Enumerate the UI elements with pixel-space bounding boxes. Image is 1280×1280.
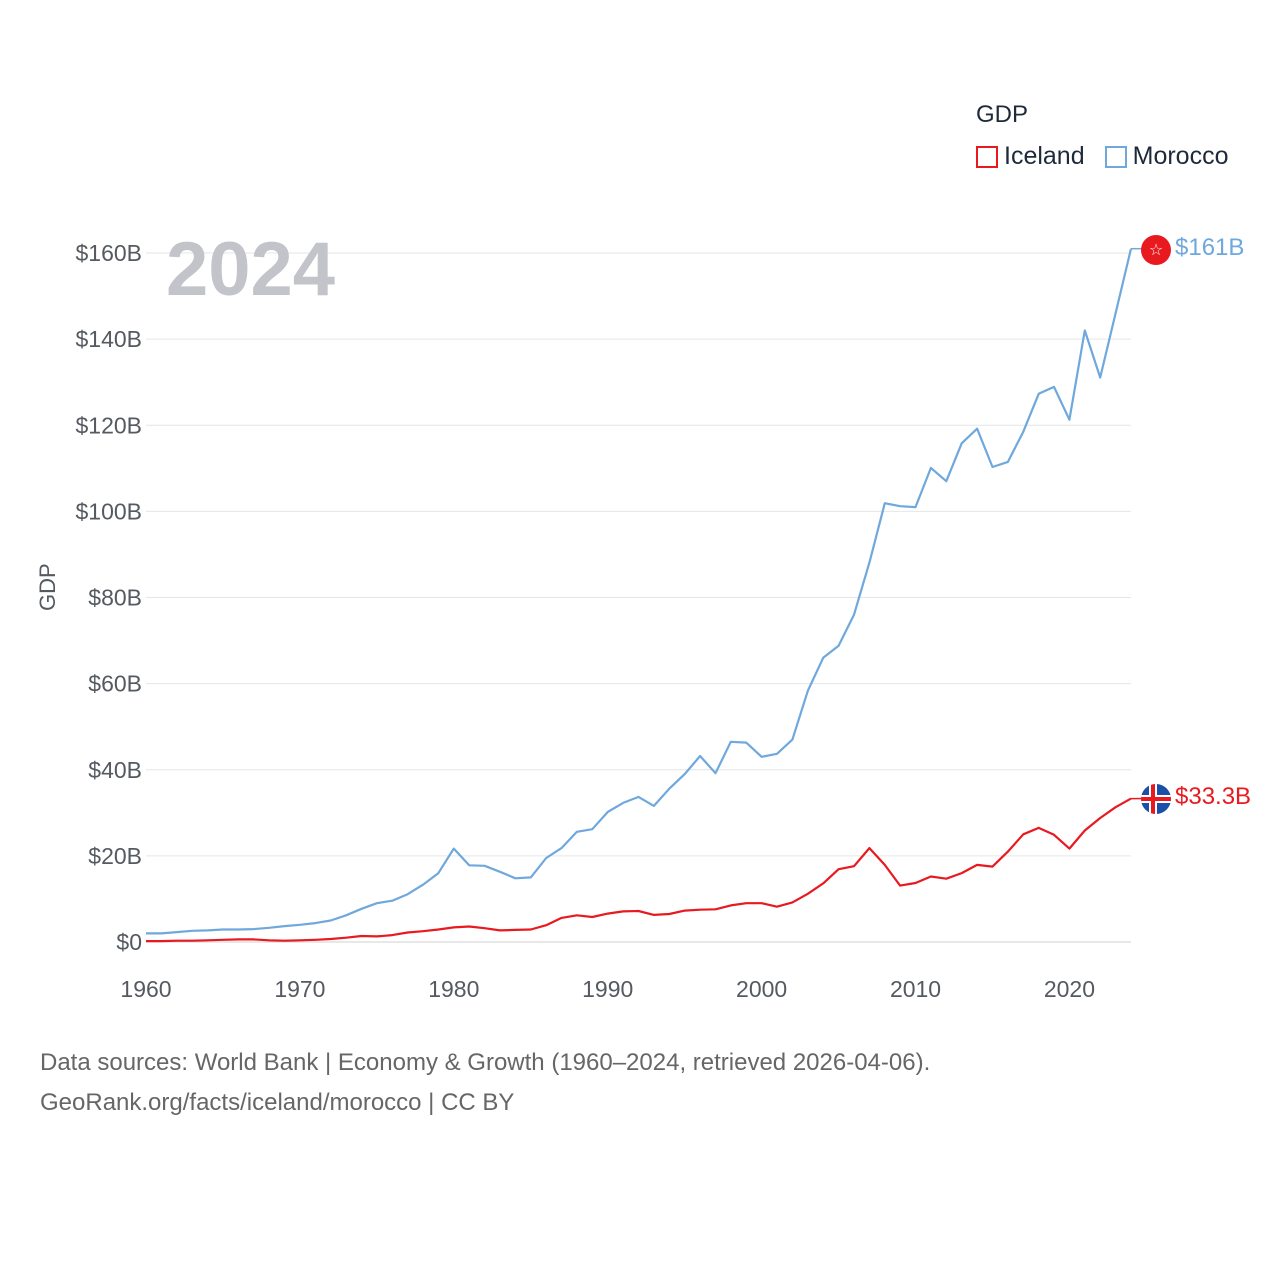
y-tick-label: $140B xyxy=(75,326,142,352)
series-line-morocco xyxy=(146,248,1133,935)
legend: Iceland Morocco xyxy=(976,142,1249,171)
y-tick-label: $80B xyxy=(88,585,142,611)
legend-item-iceland[interactable]: Iceland xyxy=(976,142,1085,171)
x-tick-label: 1980 xyxy=(428,976,479,1002)
series-line-iceland xyxy=(146,797,1132,943)
footer-attribution[interactable]: GeoRank.org/facts/iceland/morocco | CC B… xyxy=(40,1089,515,1116)
footer-sources: Data sources: World Bank | Economy & Gro… xyxy=(40,1049,931,1076)
morocco-flag-icon: ☆ xyxy=(1141,235,1171,265)
y-axis-ticks: $0 $20B $40B $60B $80B $100B $120B $140B $160B xyxy=(75,240,142,955)
y-tick-label: $40B xyxy=(88,757,142,783)
legend-swatch-morocco xyxy=(1104,145,1127,168)
year-overlay: 2024 xyxy=(166,227,336,312)
legend-label-iceland: Iceland xyxy=(1004,142,1085,170)
x-tick-label: 1970 xyxy=(274,976,325,1002)
y-tick-label: $100B xyxy=(75,498,142,524)
legend-label-morocco: Morocco xyxy=(1132,142,1229,170)
x-tick-label: 1960 xyxy=(120,976,171,1002)
series-lines xyxy=(146,248,1133,943)
y-tick-label: $20B xyxy=(88,843,142,869)
y-tick-label: $0 xyxy=(116,929,142,955)
iceland-flag-icon xyxy=(1141,784,1171,814)
legend-title: GDP xyxy=(976,101,1029,128)
y-tick-label: $120B xyxy=(75,412,142,438)
end-label-morocco: $161B xyxy=(1175,234,1245,261)
y-tick-label: $160B xyxy=(75,240,142,266)
legend-item-morocco[interactable]: Morocco xyxy=(1104,142,1229,171)
x-tick-label: 2000 xyxy=(736,976,787,1002)
x-tick-label: 2010 xyxy=(890,976,941,1002)
y-axis-label: GDP xyxy=(35,563,60,611)
y-tick-label: $60B xyxy=(88,671,142,697)
x-axis-ticks: 1960 1970 1980 1990 2000 2010 2020 xyxy=(120,976,1095,1002)
footer: Data sources: World Bank | Economy & Gro… xyxy=(40,1043,930,1123)
end-connectors xyxy=(1131,247,1143,800)
grid-lines xyxy=(146,252,1131,943)
legend-swatch-iceland xyxy=(976,145,998,168)
end-label-iceland: $33.3B xyxy=(1175,783,1252,810)
x-tick-label: 2020 xyxy=(1044,976,1095,1002)
x-tick-label: 1990 xyxy=(582,976,633,1002)
